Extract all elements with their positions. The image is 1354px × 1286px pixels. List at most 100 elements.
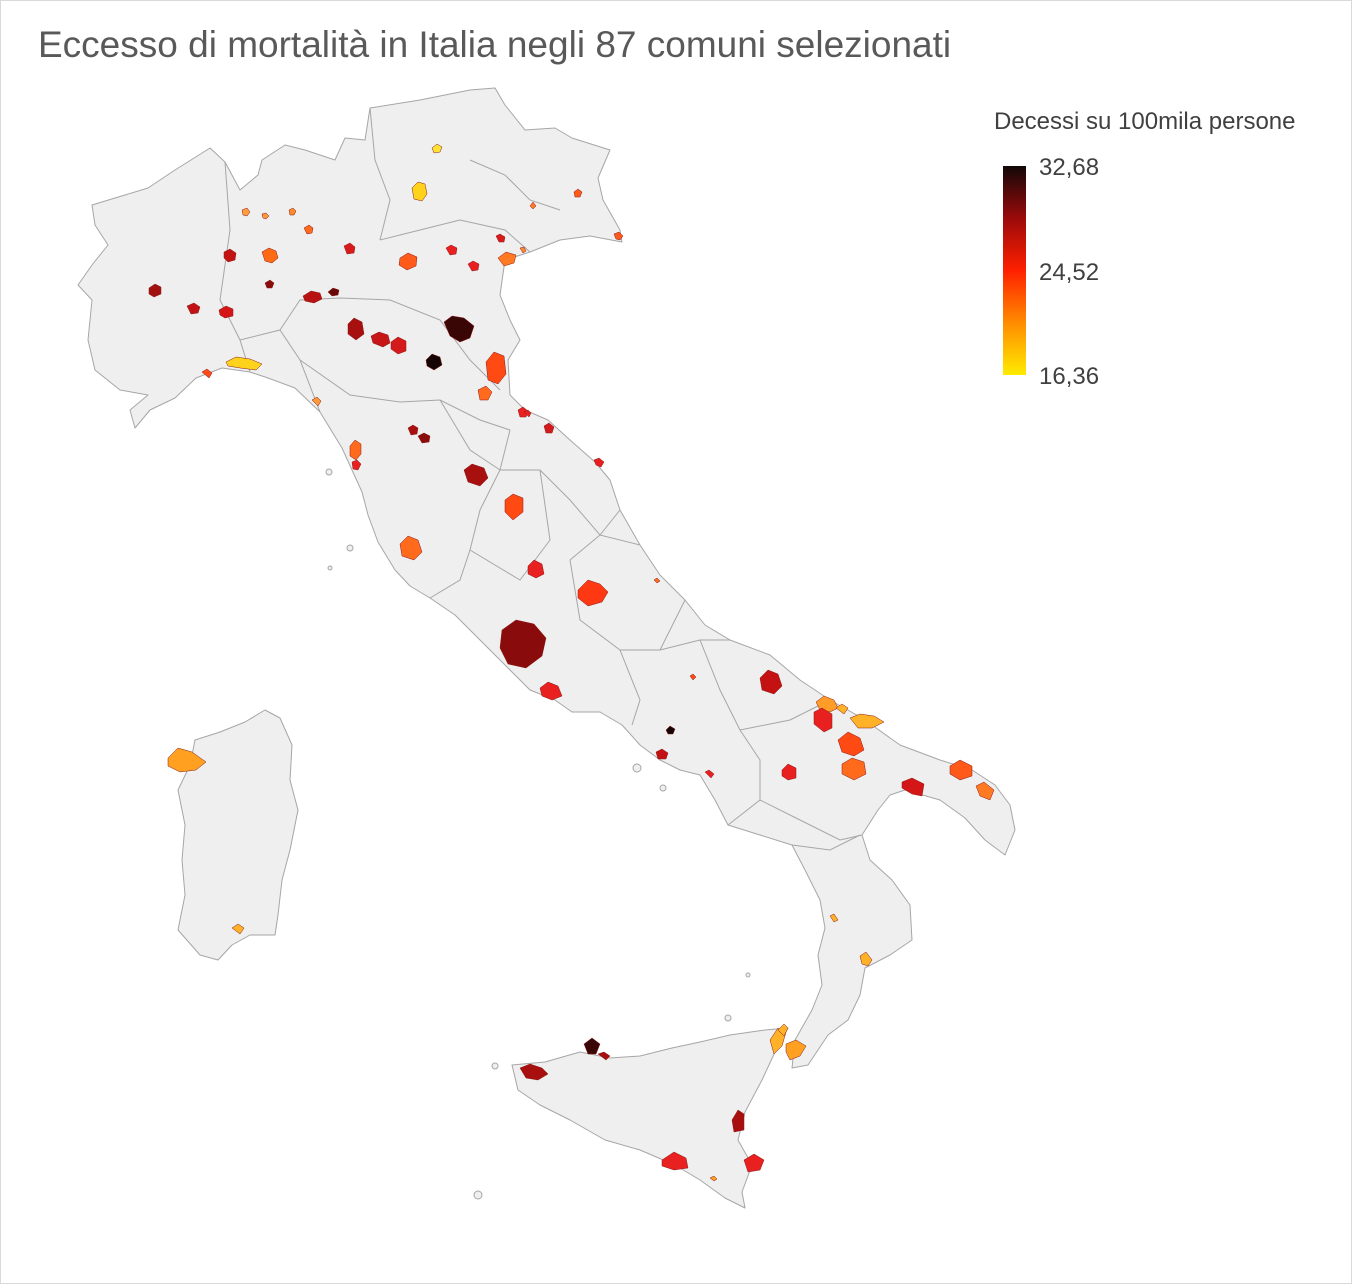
comune-caserta bbox=[655, 748, 669, 760]
comune-varese bbox=[241, 207, 251, 217]
island-capri bbox=[659, 784, 667, 792]
comune-padova bbox=[467, 260, 480, 272]
comune-la-spezia bbox=[311, 396, 322, 407]
comune-salerno bbox=[704, 769, 715, 779]
map-title: Eccesso di mortalità in Italia negli 87 … bbox=[38, 24, 952, 65]
comune-como bbox=[261, 212, 270, 220]
comune-macerata bbox=[593, 457, 605, 468]
comune-milano bbox=[223, 248, 237, 263]
sicily bbox=[511, 1027, 789, 1209]
comune-lecco bbox=[288, 207, 297, 216]
island-egadi bbox=[491, 1062, 499, 1070]
comune-grosseto bbox=[399, 535, 423, 561]
comune-vibo bbox=[785, 1039, 807, 1061]
comune-bergamo bbox=[303, 224, 314, 235]
comune-crotone bbox=[859, 951, 873, 967]
comune-campobasso bbox=[689, 673, 697, 681]
island-elba bbox=[325, 468, 333, 476]
comune-trento bbox=[411, 181, 428, 202]
comune-catania bbox=[731, 1109, 745, 1133]
comune-treviso bbox=[495, 233, 506, 243]
comune-andria bbox=[813, 707, 833, 733]
comune-perugia bbox=[504, 493, 524, 521]
comune-firenze bbox=[417, 432, 431, 444]
comune-pesaro bbox=[523, 409, 532, 418]
comune-savona bbox=[201, 368, 213, 379]
comune-trani bbox=[835, 703, 849, 715]
comune-asti bbox=[186, 302, 201, 315]
comune-siracusa bbox=[743, 1153, 765, 1173]
comune-laquila bbox=[577, 579, 609, 607]
comune-potenza bbox=[781, 763, 797, 781]
comune-pescara bbox=[653, 577, 661, 584]
comune-reggio-calabria bbox=[769, 1027, 787, 1055]
comune-brindisi bbox=[949, 759, 973, 781]
comune-genova bbox=[225, 356, 263, 371]
island-stromboli bbox=[745, 972, 751, 978]
comune-terni bbox=[527, 559, 545, 579]
comune-vicenza bbox=[445, 244, 458, 256]
comune-sassari bbox=[167, 747, 207, 773]
legend-gradient bbox=[1003, 166, 1026, 375]
comune-verona bbox=[398, 252, 418, 271]
comune-taranto bbox=[901, 777, 925, 797]
comune-cremona bbox=[302, 290, 323, 304]
legend-mid-label: 24,52 bbox=[1039, 259, 1100, 286]
island-eolie bbox=[724, 1014, 732, 1022]
comune-ragusa bbox=[709, 1175, 718, 1182]
comune-cagliari bbox=[231, 923, 245, 935]
comune-bagheria bbox=[597, 1051, 611, 1061]
island-argentario bbox=[346, 544, 354, 552]
comune-reggio bbox=[370, 331, 391, 348]
island-giglio bbox=[327, 565, 333, 571]
comune-monza bbox=[261, 247, 279, 264]
comune-pistoia bbox=[407, 424, 419, 436]
comune-bologna bbox=[425, 353, 443, 371]
legend-title: Decessi su 100mila persone bbox=[994, 108, 1296, 135]
comune-udine bbox=[573, 188, 583, 198]
comune-trapani bbox=[519, 1063, 549, 1081]
comune-alessandria bbox=[218, 305, 234, 319]
comune-rovigo bbox=[519, 246, 527, 254]
comune-modena bbox=[390, 336, 407, 355]
legend-min-label: 16,36 bbox=[1039, 363, 1100, 390]
comune-ancona bbox=[543, 422, 555, 434]
comune-piacenza bbox=[327, 287, 340, 297]
island-pelagie bbox=[473, 1190, 483, 1200]
comune-cosenza bbox=[829, 913, 839, 923]
comune-ravenna bbox=[485, 351, 507, 385]
comune-messina bbox=[777, 1023, 789, 1037]
comune-forli bbox=[477, 385, 493, 401]
comune-trieste bbox=[613, 231, 624, 241]
comune-pavia bbox=[264, 279, 275, 289]
municipality-layer bbox=[148, 143, 995, 1182]
legend-max-label: 32,68 bbox=[1039, 154, 1100, 181]
comune-pordenone bbox=[529, 201, 537, 210]
comune-ferrara bbox=[443, 315, 475, 343]
comune-arezzo bbox=[463, 463, 489, 487]
comune-torino bbox=[148, 283, 162, 298]
comune-altamura bbox=[837, 731, 865, 757]
comune-pisa bbox=[351, 459, 362, 471]
comune-livorno bbox=[349, 439, 362, 461]
island-ischia bbox=[632, 763, 642, 773]
comune-benevento bbox=[665, 725, 676, 735]
region-borders bbox=[219, 107, 863, 851]
comune-gela bbox=[661, 1151, 689, 1171]
comune-foggia bbox=[759, 669, 783, 695]
comune-brescia bbox=[343, 242, 356, 255]
comune-latina bbox=[539, 681, 563, 701]
legend-color-scale bbox=[1003, 166, 1026, 375]
comune-roma bbox=[499, 619, 547, 669]
comune-venezia bbox=[497, 251, 517, 267]
comune-parma bbox=[347, 317, 365, 341]
comune-bari bbox=[849, 713, 885, 729]
comune-matera bbox=[841, 757, 867, 781]
comune-palermo bbox=[583, 1037, 601, 1055]
sardinia bbox=[177, 709, 299, 961]
comune-bolzano bbox=[431, 143, 443, 154]
comune-lecce bbox=[975, 781, 995, 801]
mainland-italy bbox=[77, 87, 1016, 1069]
